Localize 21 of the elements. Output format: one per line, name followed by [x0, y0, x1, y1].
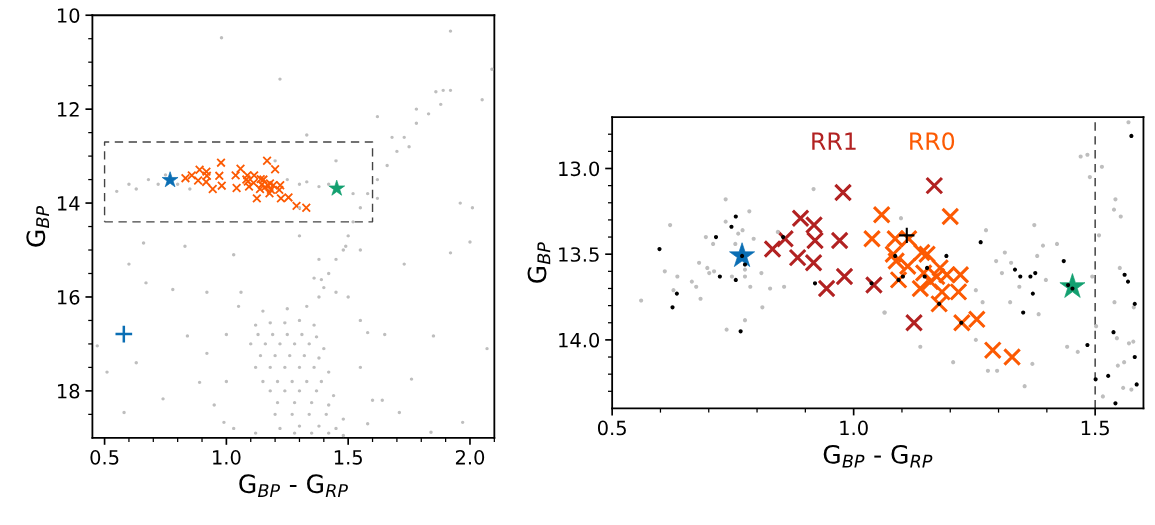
x-tick-label: 0.5 — [90, 450, 119, 465]
y-tick-label: 13.0 — [559, 161, 600, 177]
x-axis-title: G$_{BP}$ - G$_{RP}$ — [823, 444, 933, 468]
y-tick-label: 14 — [57, 196, 80, 211]
y-tick-label: 12 — [57, 102, 79, 117]
y-tick-label: 16 — [57, 289, 80, 305]
y-tick-label: 13.5 — [559, 247, 599, 262]
x-tick-label: 1.0 — [213, 450, 241, 465]
x-tick-label: 1.5 — [334, 450, 362, 465]
x-tick-label: 1.0 — [840, 420, 868, 436]
y-tick-label: 18 — [57, 383, 80, 399]
text: RR0 — [910, 132, 955, 151]
x-tick-label: 1.5 — [1081, 420, 1109, 436]
y-axis-title: G$_{BP}$ — [527, 242, 551, 283]
y-tick-label: 10 — [57, 8, 80, 23]
y-axis-title: G$_{BP}$ — [26, 205, 49, 247]
x-axis-title: G$_{BP}$ - G$_{RP}$ — [239, 474, 348, 497]
y-tick-label: 14.0 — [559, 332, 600, 348]
x-tick-label: 2.0 — [455, 450, 485, 465]
series-label: RR1 — [812, 132, 856, 150]
x-tick-label: 0.5 — [597, 420, 626, 436]
